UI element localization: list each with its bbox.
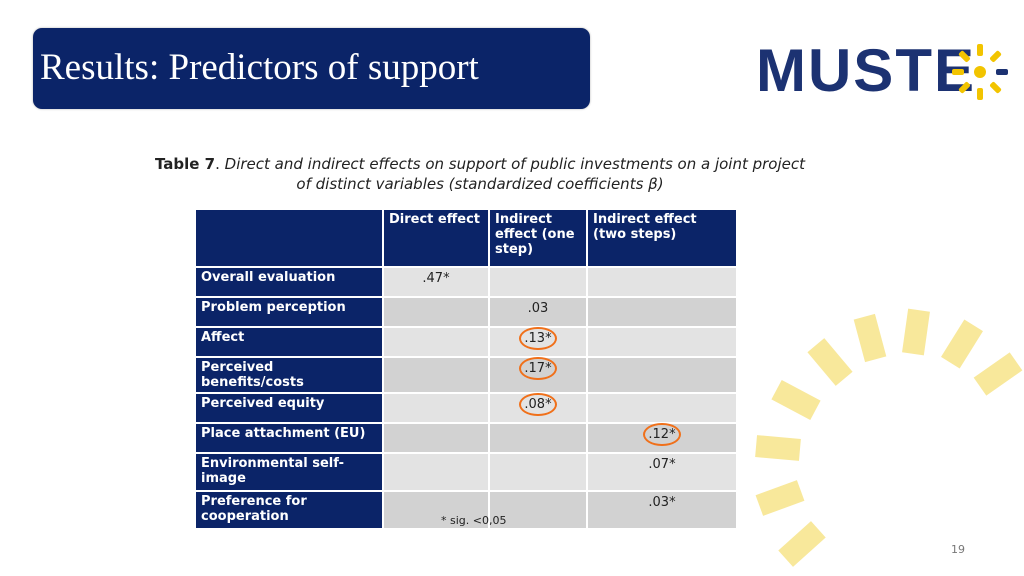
- highlight-circle: .13*: [519, 327, 557, 350]
- results-table: Direct effect Indirect effect (one step)…: [194, 208, 738, 530]
- table-row: Problem perception .03: [196, 298, 736, 326]
- table-header-row: Direct effect Indirect effect (one step)…: [196, 210, 736, 266]
- caption-separator: .: [215, 155, 225, 173]
- indirect2-cell: .12*: [588, 423, 736, 452]
- indirect1-cell: .17*: [490, 357, 586, 392]
- row-label: Perceived equity: [196, 394, 382, 422]
- header-indirect-two-steps: Indirect effect (two steps): [588, 210, 736, 266]
- decorative-sun-icon: [755, 308, 1023, 567]
- indirect1-cell: [490, 268, 586, 296]
- direct-cell: [384, 454, 488, 490]
- row-label: Overall evaluation: [196, 268, 382, 296]
- logo-wordmark: MUSTE: [756, 37, 976, 104]
- indirect1-cell: .08*: [490, 393, 586, 422]
- row-label: Environmental self-image: [196, 454, 382, 490]
- indirect1-cell: [490, 454, 586, 490]
- header-direct-effect: Direct effect: [384, 210, 488, 266]
- indirect2-cell: [588, 268, 736, 296]
- musteco-logo: MUSTE: [756, 30, 1008, 112]
- highlight-circle: .08*: [519, 393, 557, 416]
- direct-cell: [384, 358, 488, 392]
- indirect2-cell: [588, 394, 736, 422]
- table-row: Preference for cooperation .03*: [196, 492, 736, 528]
- indirect1-cell: .13*: [490, 327, 586, 356]
- table-caption-text: Direct and indirect effects on support o…: [224, 155, 806, 173]
- indirect2-cell: .03*: [588, 492, 736, 528]
- table-row: Environmental self-image .07*: [196, 454, 736, 490]
- highlight-circle: .17*: [519, 357, 557, 380]
- title-banner: [33, 28, 590, 109]
- table-row: Perceived equity .08*: [196, 393, 736, 422]
- table-row: Place attachment (EU) .12*: [196, 423, 736, 452]
- direct-cell: [384, 492, 488, 528]
- indirect1-cell: .03: [490, 298, 586, 326]
- indirect2-cell: .07*: [588, 454, 736, 490]
- slide-title: Results: Predictors of support: [40, 47, 479, 88]
- table-row: Overall evaluation .47*: [196, 268, 736, 296]
- row-label: Perceived benefits/costs: [196, 358, 382, 392]
- header-indirect-one-step: Indirect effect (one step): [490, 210, 586, 266]
- table-caption-line2: of distinct variables (standardized coef…: [150, 175, 810, 193]
- header-empty: [196, 210, 382, 266]
- row-label: Affect: [196, 328, 382, 356]
- indirect2-cell: [588, 328, 736, 356]
- table-caption-text-2: of distinct variables (standardized coef…: [296, 175, 664, 193]
- sun-icon: [952, 44, 1008, 100]
- table-caption-line1: Table 7. Direct and indirect effects on …: [150, 155, 810, 173]
- direct-cell: .47*: [384, 268, 488, 296]
- indirect2-cell: [588, 298, 736, 326]
- indirect1-cell: [490, 492, 586, 528]
- table-row: Affect .13*: [196, 327, 736, 356]
- row-label: Place attachment (EU): [196, 424, 382, 452]
- direct-cell: [384, 394, 488, 422]
- direct-cell: [384, 424, 488, 452]
- table-caption-label: Table 7: [154, 155, 216, 173]
- indirect2-cell: [588, 358, 736, 392]
- row-label: Preference for cooperation: [196, 492, 382, 528]
- significance-footnote: * sig. <0,05: [441, 514, 507, 527]
- direct-cell: [384, 328, 488, 356]
- highlight-circle: .12*: [643, 423, 681, 446]
- row-label: Problem perception: [196, 298, 382, 326]
- indirect1-cell: [490, 424, 586, 452]
- table-row: Perceived benefits/costs .17*: [196, 357, 736, 392]
- page-number: 19: [951, 543, 965, 556]
- direct-cell: [384, 298, 488, 326]
